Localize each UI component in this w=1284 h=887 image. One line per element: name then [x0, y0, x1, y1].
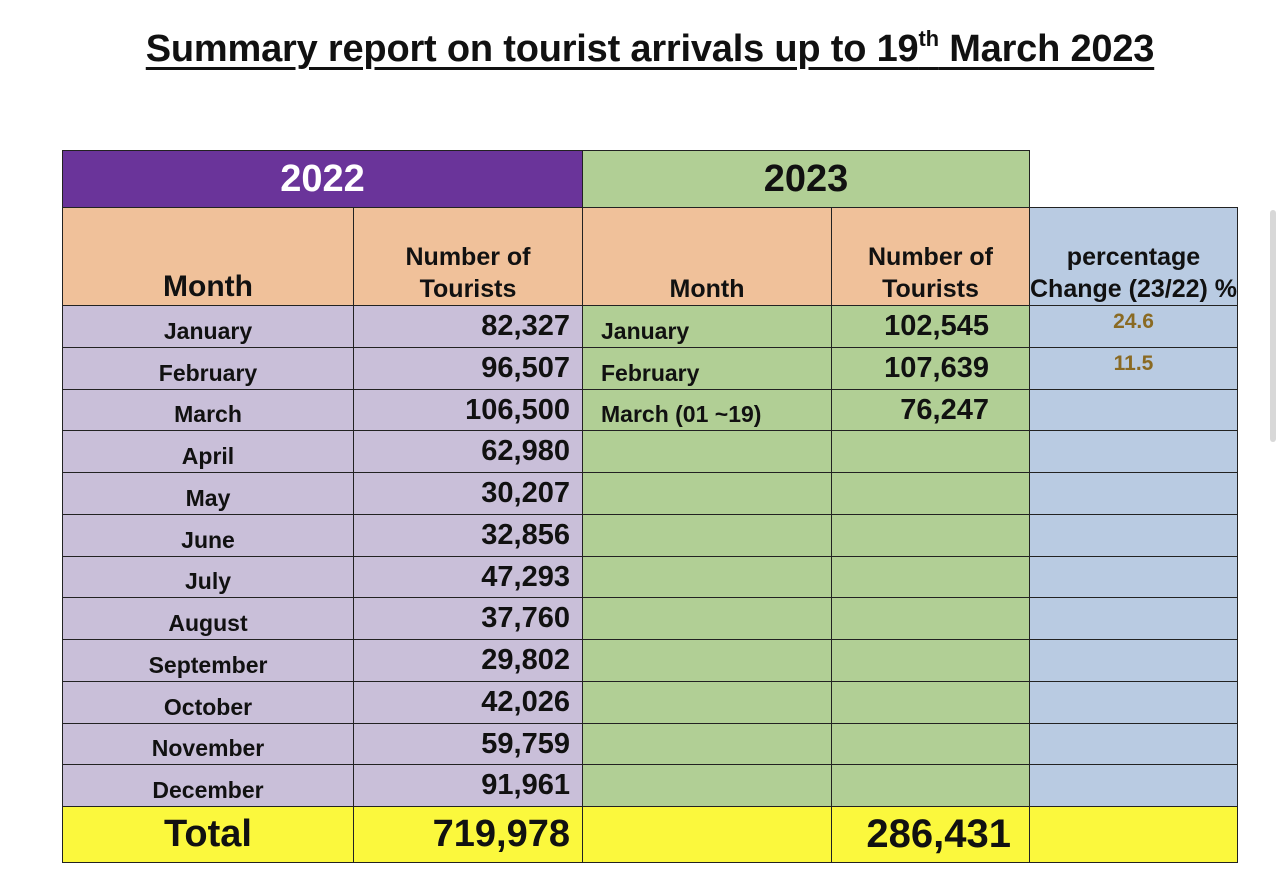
- scrollbar[interactable]: [1270, 210, 1276, 442]
- tourists-2022-cell: 91,961: [353, 764, 583, 807]
- tourists-2023-cell: [831, 514, 1030, 557]
- tourists-2022-cell: 29,802: [353, 639, 583, 682]
- tourists-2022-cell: 47,293: [353, 556, 583, 598]
- month-2022-cell: November: [62, 723, 354, 765]
- tourists-2023-cell: [831, 639, 1030, 682]
- month-2022-cell: September: [62, 639, 354, 682]
- tourists-2023-cell: 102,545: [831, 305, 1030, 348]
- month-2023-cell: [582, 764, 832, 807]
- month-2022-cell: December: [62, 764, 354, 807]
- title-prefix: Summary report on tourist arrivals up to…: [145, 28, 919, 70]
- total-month-2023-empty: [582, 806, 832, 863]
- percentage-change-cell: [1029, 514, 1238, 557]
- report-title: Summary report on tourist arrivals up to…: [0, 26, 1284, 71]
- month-2022-cell: March: [62, 389, 354, 431]
- month-2022-cell: August: [62, 597, 354, 640]
- total-pct-empty: [1029, 806, 1238, 863]
- tourists-2023-cell: 107,639: [831, 347, 1030, 390]
- tourists-2022-cell: 106,500: [353, 389, 583, 431]
- tourists-2023-cell: [831, 472, 1030, 515]
- month-2022-cell: January: [62, 305, 354, 348]
- tourists-2022-cell: 82,327: [353, 305, 583, 348]
- percentage-change-cell: [1029, 723, 1238, 765]
- year-2022-header: 2022: [62, 150, 583, 209]
- percentage-change-cell: [1029, 597, 1238, 640]
- month-2023-cell: [582, 472, 832, 515]
- month-2023-header: Month: [582, 207, 832, 306]
- percentage-change-cell: 24.6: [1029, 305, 1238, 348]
- month-2022-cell: February: [62, 347, 354, 390]
- month-2022-cell: July: [62, 556, 354, 598]
- month-2022-cell: October: [62, 681, 354, 724]
- percentage-change-cell: [1029, 639, 1238, 682]
- month-2023-cell: [582, 514, 832, 557]
- month-2023-cell: February: [582, 347, 832, 390]
- title-suffix: March 2023: [938, 28, 1155, 70]
- month-2022-cell: April: [62, 430, 354, 473]
- tourists-2022-cell: 30,207: [353, 472, 583, 515]
- percentage-change-header: percentage Change (23/22) %: [1029, 207, 1238, 306]
- year-2023-header: 2023: [582, 150, 1030, 209]
- month-2023-cell: [582, 597, 832, 640]
- month-2023-cell: March (01 ~19): [582, 389, 832, 431]
- percentage-change-cell: [1029, 764, 1238, 807]
- month-2023-cell: [582, 556, 832, 598]
- tourists-2023-cell: [831, 723, 1030, 765]
- tourists-2022-cell: 96,507: [353, 347, 583, 390]
- tourists-2023-header: Number of Tourists: [831, 207, 1030, 306]
- tourists-2022-cell: 62,980: [353, 430, 583, 473]
- month-2023-cell: [582, 681, 832, 724]
- tourists-2023-cell: 76,247: [831, 389, 1030, 431]
- percentage-change-cell: [1029, 472, 1238, 515]
- total-2023-value: 286,431: [831, 806, 1030, 863]
- month-2022-header: Month: [62, 207, 354, 306]
- month-2023-cell: [582, 723, 832, 765]
- tourists-2023-cell: [831, 764, 1030, 807]
- tourists-2022-cell: 42,026: [353, 681, 583, 724]
- month-2022-cell: May: [62, 472, 354, 515]
- month-2023-cell: [582, 430, 832, 473]
- tourists-2023-cell: [831, 556, 1030, 598]
- tourists-2022-cell: 32,856: [353, 514, 583, 557]
- tourists-2023-cell: [831, 597, 1030, 640]
- tourists-2022-cell: 59,759: [353, 723, 583, 765]
- percentage-change-cell: [1029, 681, 1238, 724]
- percentage-change-cell: [1029, 430, 1238, 473]
- percentage-change-cell: [1029, 556, 1238, 598]
- month-2023-cell: [582, 639, 832, 682]
- tourists-2022-cell: 37,760: [353, 597, 583, 640]
- tourists-2023-cell: [831, 430, 1030, 473]
- month-2023-cell: January: [582, 305, 832, 348]
- tourists-2023-cell: [831, 681, 1030, 724]
- total-2022-value: 719,978: [353, 806, 583, 863]
- title-superscript: th: [918, 26, 939, 51]
- percentage-change-cell: [1029, 389, 1238, 431]
- month-2022-cell: June: [62, 514, 354, 557]
- tourists-2022-header: Number of Tourists: [353, 207, 583, 306]
- total-label: Total: [62, 806, 354, 863]
- percentage-change-cell: 11.5: [1029, 347, 1238, 390]
